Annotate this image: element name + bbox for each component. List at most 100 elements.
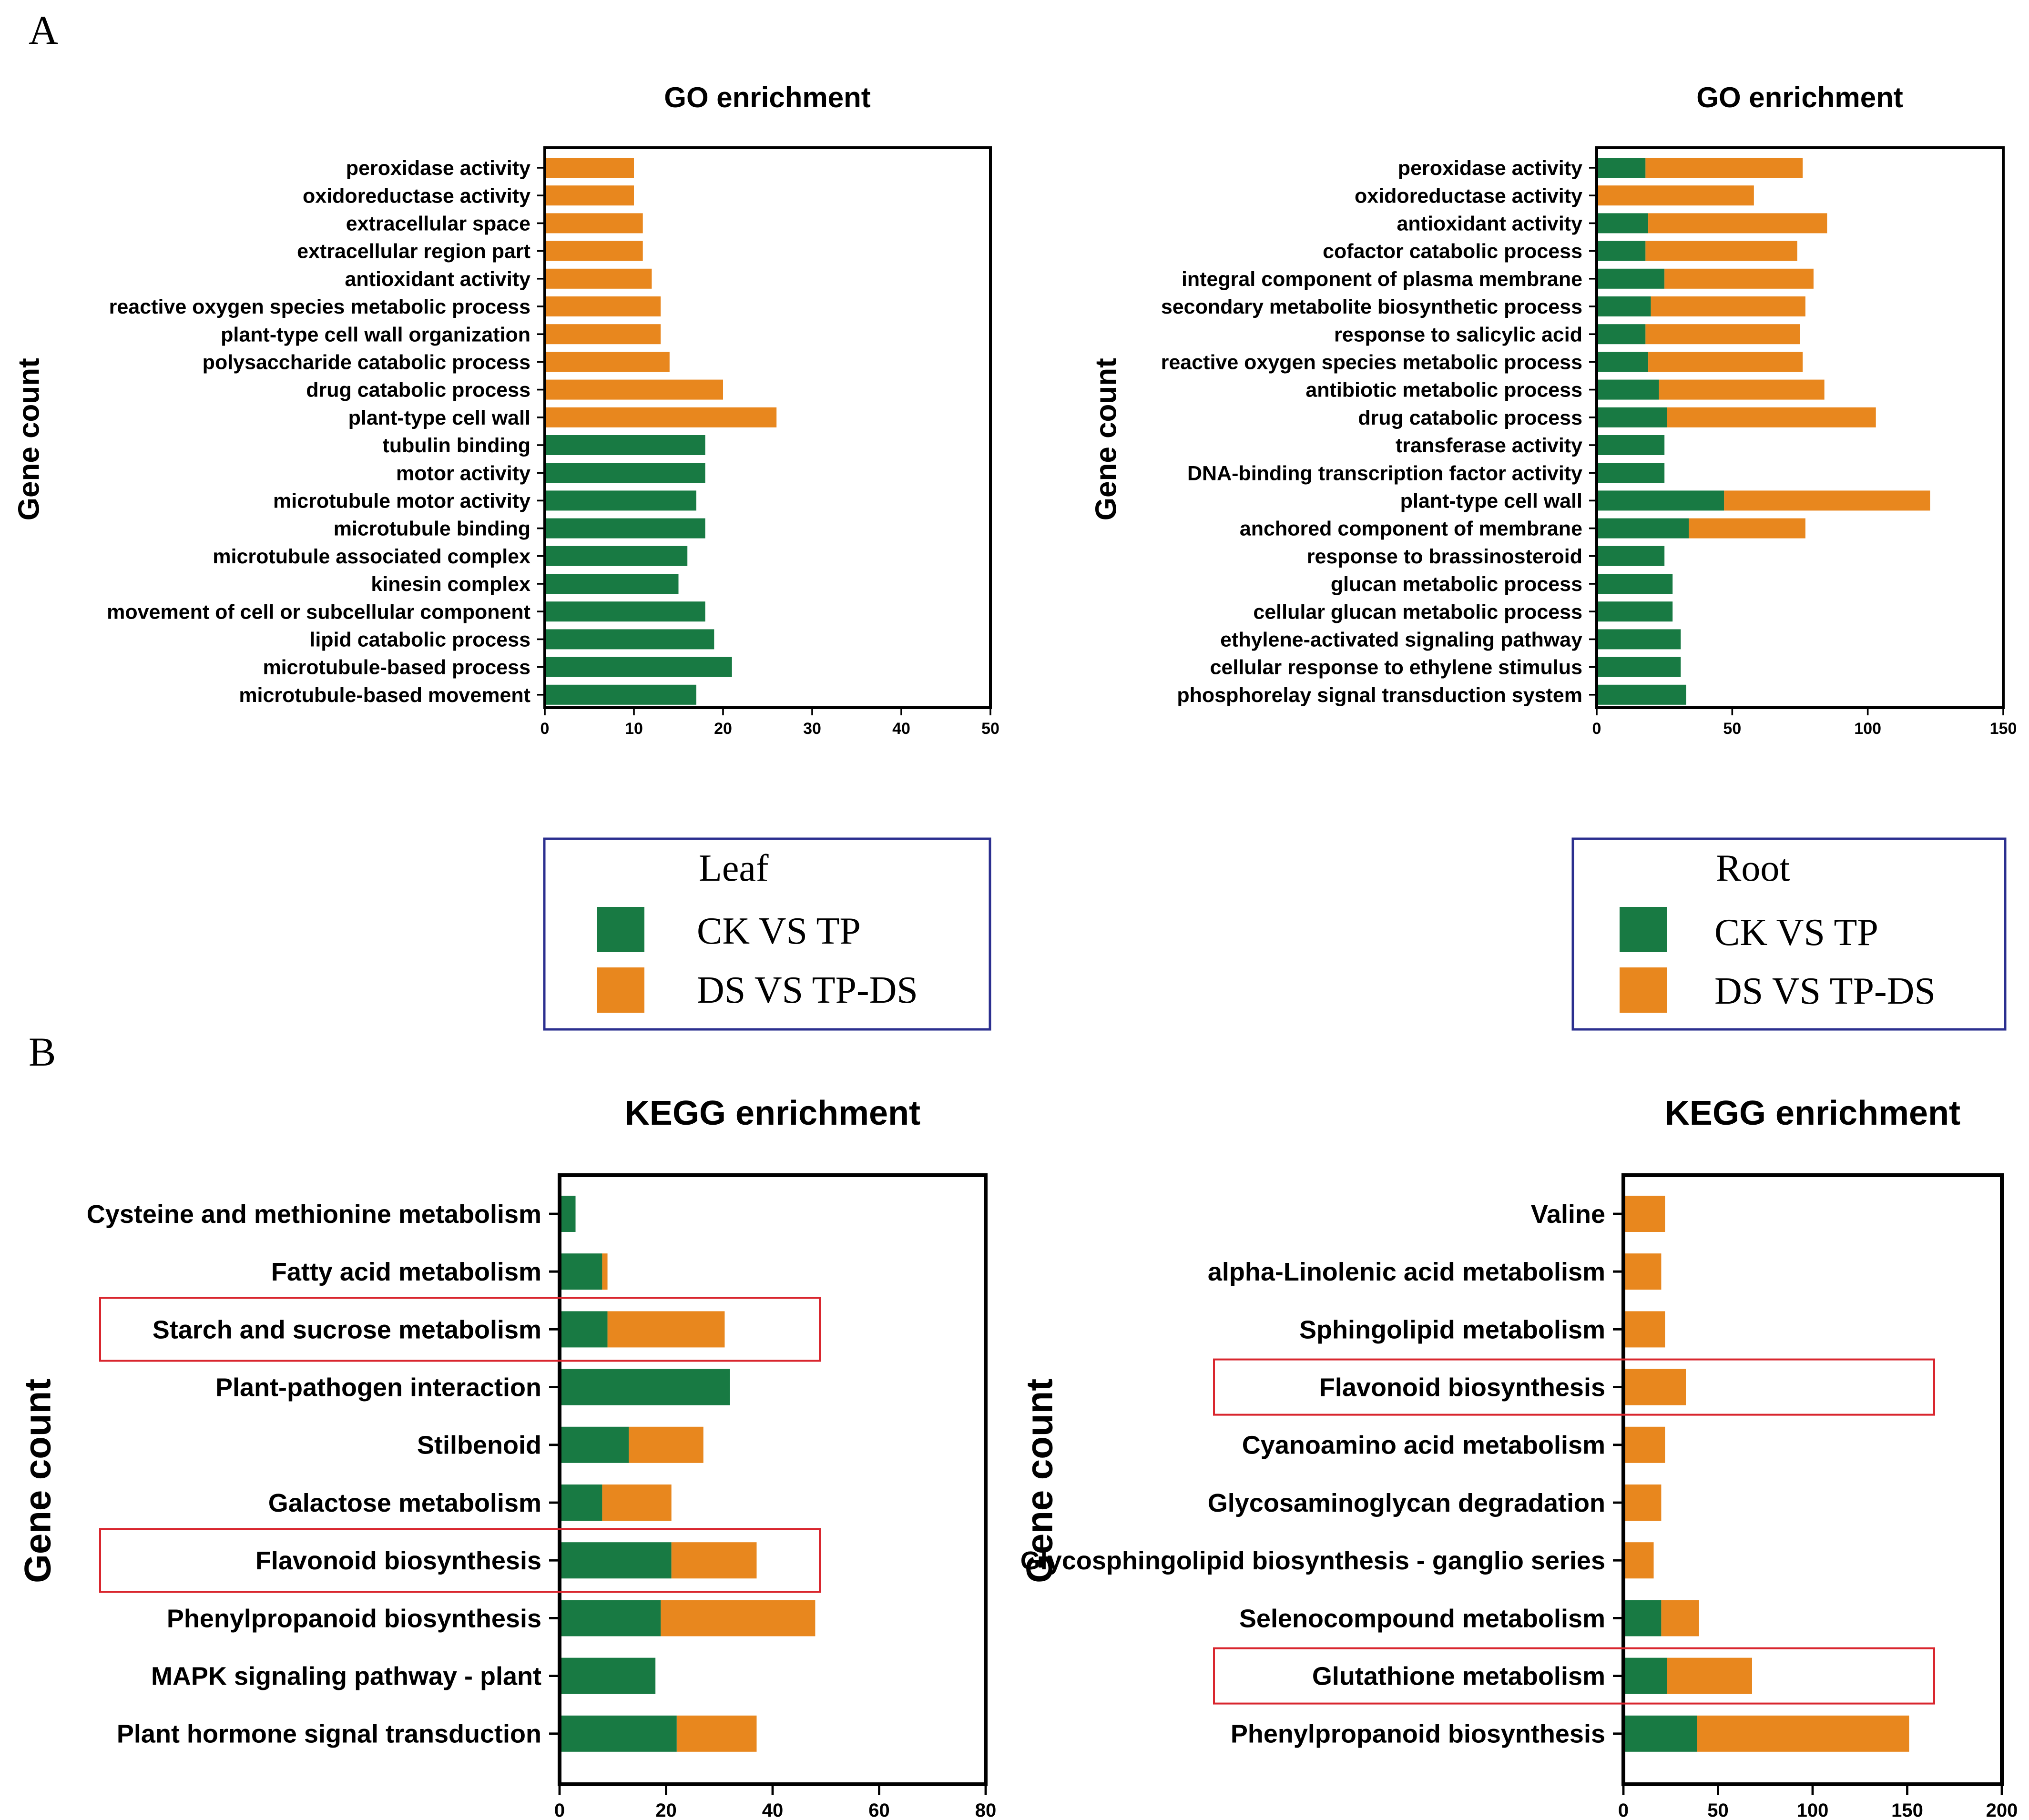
kegg-root-xtick-label-3: 150 [1891, 1800, 1923, 1820]
go-root-bar-ck-4 [1597, 268, 1665, 289]
kegg-leaf-highlight-box-1 [99, 1528, 821, 1593]
kegg-root-highlight-box-1 [1213, 1647, 1935, 1705]
go-root-category-6: response to salicylic acid [1334, 323, 1582, 346]
go-root-category-2: antioxidant activity [1397, 212, 1583, 235]
go-root-bar-ds-12 [1724, 490, 1930, 511]
go-leaf-category-18: microtubule-based process [263, 656, 530, 679]
go-root-bar-ck-15 [1597, 574, 1673, 594]
kegg-leaf-highlight-box-0 [99, 1297, 821, 1362]
go-leaf-bar-ck-18 [545, 657, 732, 677]
go-leaf-category-16: movement of cell or subcellular componen… [107, 600, 530, 623]
kegg-root-bar-ds-3 [1623, 1369, 1686, 1405]
go-root-category-5: secondary metabolite biosynthetic proces… [1161, 295, 1582, 318]
go-root-title: GO enrichment [1696, 81, 1903, 113]
legend-leaf-item-ck: CK VS TP [697, 910, 861, 952]
kegg-root-bar-ds-1 [1623, 1253, 1662, 1290]
go-leaf-category-5: reactive oxygen species metabolic proces… [109, 295, 530, 318]
kegg-leaf-xtick-label-0: 0 [554, 1800, 565, 1820]
kegg-leaf-title: KEGG enrichment [625, 1094, 920, 1132]
kegg-leaf-bar-ck-2 [560, 1311, 608, 1348]
kegg-leaf-bar-ck-0 [560, 1196, 576, 1232]
legend-root-frame [1571, 837, 2007, 1031]
go-leaf-category-4: antioxidant activity [345, 268, 531, 291]
go-root-bar-ck-18 [1597, 657, 1681, 677]
go-leaf-category-0: peroxidase activity [346, 157, 530, 180]
go-root-bar-ds-3 [1645, 241, 1797, 261]
kegg-root-bar-ds-6 [1623, 1542, 1654, 1579]
go-root-bar-ds-6 [1645, 324, 1800, 345]
go-leaf-xtick-label-4: 40 [892, 720, 910, 738]
go-leaf-category-12: microtubule motor activity [273, 489, 530, 512]
kegg-root-title: KEGG enrichment [1665, 1094, 1960, 1132]
kegg-leaf-bar-ck-3 [560, 1369, 730, 1405]
legend-root-title: Root [1716, 847, 1790, 889]
kegg-root-bar-ds-5 [1623, 1484, 1662, 1521]
go-root-bar-ck-17 [1597, 629, 1681, 650]
kegg-leaf-bar-ds-6 [671, 1542, 757, 1579]
go-leaf-category-13: microtubule binding [334, 518, 530, 540]
kegg-leaf-category-9: Plant hormone signal transduction [117, 1720, 541, 1749]
legend-root-swatch-green [1620, 907, 1667, 952]
kegg-leaf-bar-ck-6 [560, 1542, 672, 1579]
kegg-leaf-category-0: Cysteine and methionine metabolism [87, 1200, 541, 1229]
kegg-leaf-ylabel: Gene count [16, 1379, 58, 1583]
go-leaf-bar-ds-7 [545, 352, 670, 372]
legend-root: Root CK VS TP DS VS TP-DS [1571, 837, 2007, 1031]
kegg-root-category-5: Glycosaminoglycan degradation [1208, 1489, 1605, 1517]
go-root-category-19: phosphorelay signal transduction system [1177, 684, 1582, 707]
go-root-xtick-label-3: 150 [1990, 720, 2017, 738]
go-leaf-bar-ds-2 [545, 213, 643, 234]
go-leaf-category-17: lipid catabolic process [309, 628, 530, 651]
kegg-root-xtick-label-1: 50 [1707, 1800, 1729, 1820]
kegg-root-bar-ds-9 [1697, 1715, 1909, 1752]
go-leaf-category-8: drug catabolic process [306, 379, 530, 402]
go-root-bar-ck-13 [1597, 518, 1689, 539]
go-root-bar-ck-7 [1597, 352, 1649, 372]
go-leaf-title: GO enrichment [664, 81, 870, 113]
panel-label-a: A [29, 7, 58, 53]
kegg-leaf-xtick-label-1: 20 [655, 1800, 677, 1820]
go-leaf-category-19: microtubule-based movement [239, 684, 530, 707]
go-leaf-bar-ck-13 [545, 518, 705, 539]
go-leaf-xtick-label-0: 0 [540, 720, 550, 738]
go-leaf-category-2: extracellular space [346, 212, 530, 235]
go-leaf-bar-ck-17 [545, 629, 714, 650]
kegg-leaf-bar-ds-5 [602, 1484, 672, 1521]
kegg-leaf-category-6: Flavonoid biosynthesis [255, 1546, 541, 1575]
go-root-bar-ck-8 [1597, 379, 1659, 400]
kegg-leaf-category-8: MAPK signaling pathway - plant [151, 1662, 541, 1691]
go-root-category-4: integral component of plasma membrane [1182, 268, 1582, 291]
legend-leaf-frame [543, 837, 991, 1031]
go-leaf-bar-ds-1 [545, 185, 634, 206]
go-leaf-category-1: oxidoreductase activity [303, 184, 530, 207]
kegg-leaf-bar-ck-1 [560, 1253, 602, 1290]
go-root-bar-ds-4 [1664, 268, 1814, 289]
go-leaf-bar-ck-12 [545, 490, 696, 511]
kegg-root-category-2: Sphingolipid metabolism [1299, 1315, 1605, 1344]
go-root-bar-ck-9 [1597, 407, 1667, 427]
kegg-root-xtick-label-0: 0 [1618, 1800, 1629, 1820]
legend-leaf-swatch-orange [597, 967, 644, 1013]
go-root-bar-ds-2 [1648, 213, 1827, 234]
go-root-category-16: cellular glucan metabolic process [1253, 600, 1582, 623]
go-leaf-bar-ds-9 [545, 407, 777, 427]
go-leaf-xtick-label-3: 30 [803, 720, 821, 738]
kegg-leaf-bar-ck-9 [560, 1715, 677, 1752]
go-leaf-category-9: plant-type cell wall [348, 407, 530, 429]
kegg-root-xtick-label-2: 100 [1797, 1800, 1829, 1820]
go-root-category-10: transferase activity [1396, 434, 1582, 457]
kegg-root-ylabel: Gene count [1018, 1379, 1060, 1583]
panel-label-b: B [29, 1029, 56, 1075]
kegg-leaf-bar-ck-8 [560, 1657, 656, 1694]
kegg-leaf-chart: KEGG enrichment Gene count Cysteine and me… [16, 1094, 996, 1820]
kegg-root-bar-ds-2 [1623, 1311, 1665, 1348]
go-leaf-category-14: microtubule associated complex [213, 545, 530, 568]
legend-leaf-title: Leaf [699, 847, 769, 889]
legend-leaf-swatch-green [597, 907, 644, 952]
go-root-category-15: glucan metabolic process [1331, 573, 1582, 596]
go-root-bar-ck-3 [1597, 241, 1646, 261]
kegg-leaf-bar-ds-2 [607, 1311, 725, 1348]
go-leaf-category-3: extracellular region part [297, 240, 530, 263]
legend-root-item-ds: DS VS TP-DS [1714, 970, 1936, 1012]
